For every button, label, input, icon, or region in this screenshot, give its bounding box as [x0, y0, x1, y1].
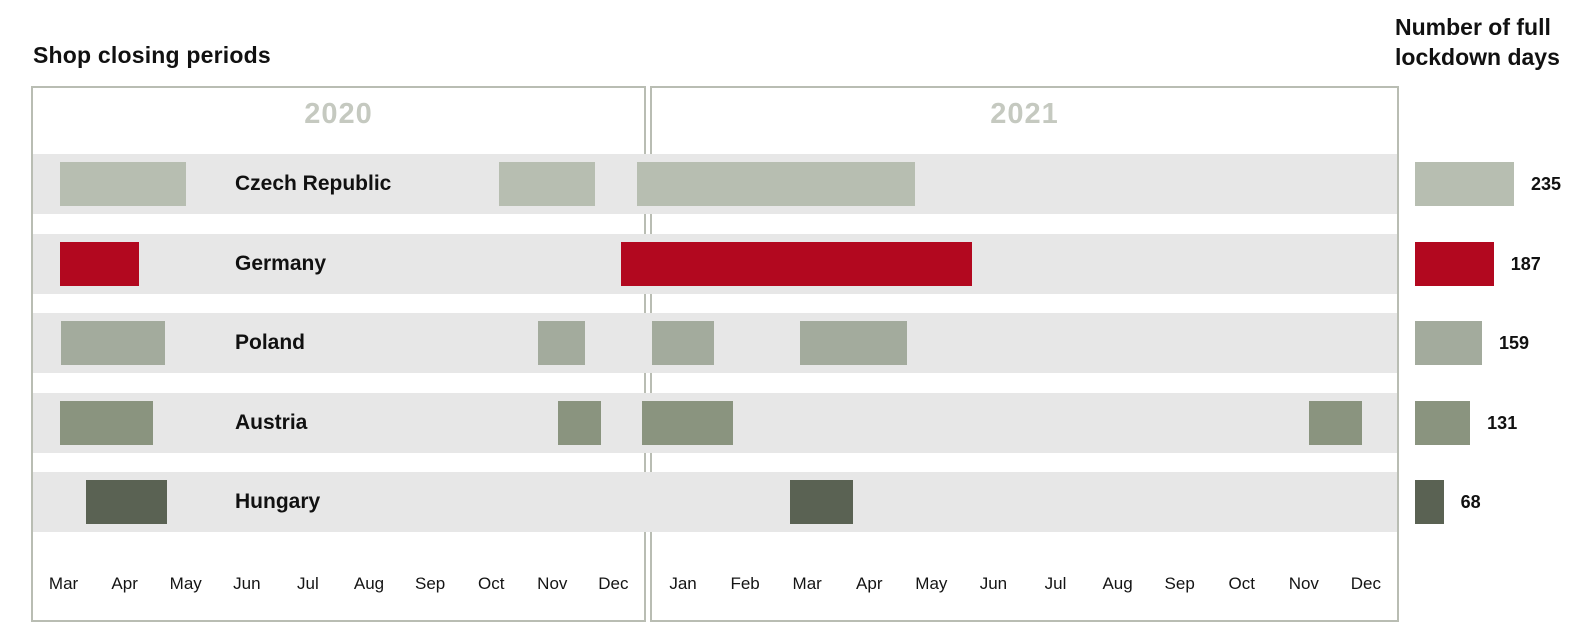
closing-period-bar-austria-3	[642, 401, 733, 445]
closing-period-bar-germany-2	[620, 242, 972, 286]
closing-period-bar-czech-republic-3	[636, 162, 916, 206]
month-label-2020-jun: Jun	[233, 574, 261, 593]
year-label-2020: 2020	[304, 98, 373, 130]
closing-period-bar-germany-1	[60, 242, 139, 286]
month-axis-2020: Mar Apr May Jun Jul Aug Sep Oct Nov Dec	[33, 568, 644, 600]
chart-title: Shop closing periods	[33, 42, 271, 68]
month-label-2021-jan: Jan	[669, 574, 697, 593]
closing-period-bar-poland-3	[652, 321, 715, 365]
month-label-2021-aug: Aug	[1102, 574, 1133, 593]
month-label-2020-mar: Mar	[48, 574, 79, 593]
lockdown-days-bar-germany	[1415, 242, 1494, 286]
month-label-2021-apr: Apr	[856, 574, 883, 593]
lockdown-days-bar-czech-republic	[1415, 162, 1514, 206]
lockdown-days-value-austria: 131	[1487, 412, 1518, 433]
closing-period-bar-poland-4	[799, 321, 907, 365]
country-label-czech-republic: Czech Republic	[235, 172, 392, 195]
right-axis-title: Number of full lockdown days	[1395, 12, 1560, 72]
lockdown-days-value-czech-republic: 235	[1531, 173, 1562, 194]
month-label-2021-dec: Dec	[1350, 574, 1382, 593]
month-label-2020-jul: Jul	[297, 574, 319, 593]
year-label-2021: 2021	[990, 98, 1059, 130]
closing-period-bar-austria-1	[59, 401, 153, 445]
month-label-2021-mar: Mar	[792, 574, 822, 593]
month-label-2021-feb: Feb	[730, 574, 760, 593]
closing-period-bar-hungary-2	[789, 480, 854, 524]
month-label-2021-nov: Nov	[1288, 574, 1319, 593]
month-label-2020-oct: Oct	[477, 574, 505, 593]
right-axis-title-line1: Number of full	[1395, 14, 1551, 40]
closing-period-bar-czech-republic-2	[498, 162, 596, 206]
month-label-2020-may: May	[169, 574, 202, 593]
closing-period-bar-hungary-1	[86, 480, 168, 524]
month-label-2021-may: May	[915, 574, 948, 593]
month-label-2021-jul: Jul	[1044, 574, 1067, 593]
lockdown-days-bar-austria	[1415, 401, 1471, 445]
lockdown-days-value-germany: 187	[1510, 253, 1541, 274]
country-label-hungary: Hungary	[235, 490, 321, 513]
closing-period-bar-czech-republic-1	[59, 162, 186, 206]
country-label-germany: Germany	[235, 252, 327, 275]
month-label-2020-sep: Sep	[414, 574, 446, 593]
lockdown-days-bar-hungary	[1415, 480, 1444, 524]
lockdown-days-value-hungary: 68	[1460, 491, 1481, 512]
closing-period-bar-austria-4	[1308, 401, 1363, 445]
month-label-2020-dec: Dec	[598, 574, 629, 593]
closing-period-bar-poland-2	[537, 321, 585, 365]
lockdown-days-bar-poland	[1415, 321, 1482, 365]
closing-period-bar-austria-2	[558, 401, 602, 445]
lockdown-days-value-poland: 159	[1498, 332, 1530, 353]
month-label-2020-nov: Nov	[537, 574, 568, 593]
month-label-2021-sep: Sep	[1164, 574, 1195, 593]
month-label-2020-apr: Apr	[111, 574, 138, 593]
month-axis-2021: Jan Feb Mar Apr May Jun Jul Aug Sep Oct Nov Dec	[652, 568, 1397, 600]
month-label-2021-oct: Oct	[1228, 574, 1255, 593]
month-label-2021-jun: Jun	[979, 574, 1008, 593]
country-label-poland: Poland	[235, 331, 306, 354]
row-band-hungary	[33, 472, 1397, 532]
country-label-austria: Austria	[235, 411, 308, 434]
closing-period-bar-poland-1	[61, 321, 165, 365]
month-label-2020-aug: Aug	[353, 574, 385, 593]
right-axis-title-line2: lockdown days	[1395, 44, 1560, 70]
row-band-poland	[33, 313, 1397, 373]
